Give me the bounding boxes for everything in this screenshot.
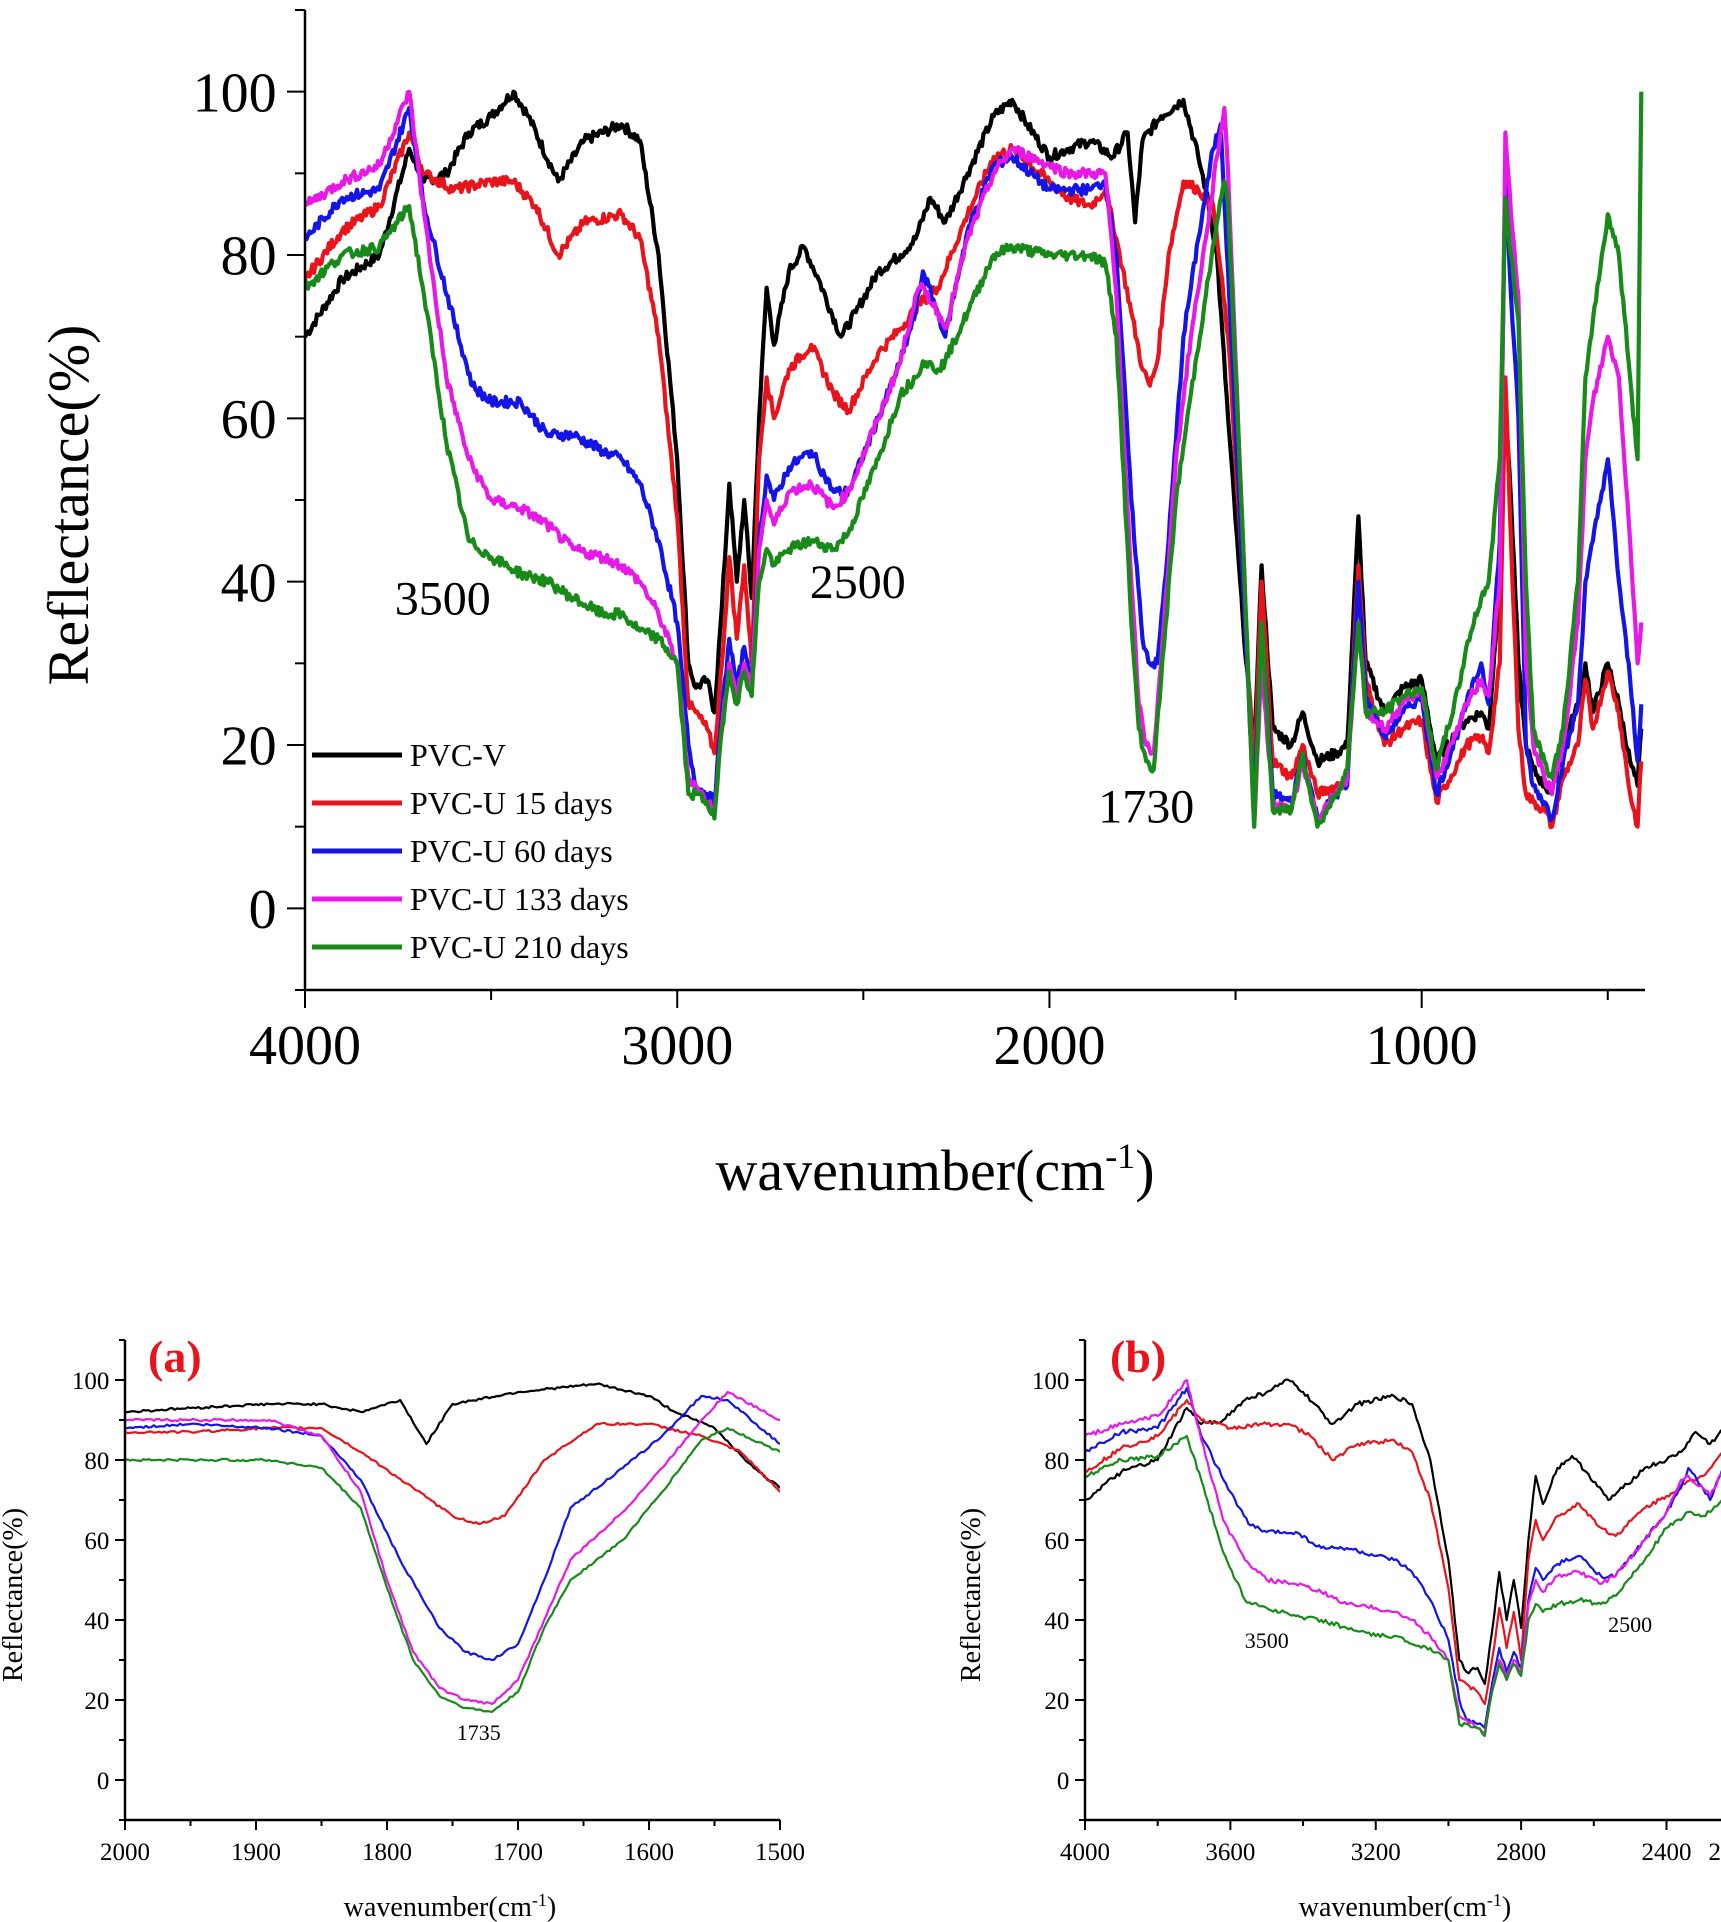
panel-b-y-axis-label: Reflectance(%) [956,1508,987,1682]
b-x-tick-label: 3600 [1205,1839,1255,1866]
legend-label-pvc-v: PVC-V [410,737,506,773]
panel-a-axes: 0 20 40 60 80 100 2000 1900 1800 1700 1600 1500 [72,1339,805,1866]
a-y-tick-label: 60 [84,1528,109,1555]
legend-label-pvc-u-133-days: PVC-U 133 days [410,881,629,917]
panel-b-annotations: 3500 2500 [1245,1612,1652,1653]
main-annotation-3500: 3500 [395,572,491,625]
main-series-pvc-u-15-days [305,130,1644,830]
b-x-tick-label: 4000 [1060,1839,1110,1866]
legend-label-pvc-u-15-days: PVC-U 15 days [410,785,613,821]
main-plot-lines [305,89,1644,830]
panel-b-axes: 0 20 40 60 80 100 4000 3600 3200 2800 2400 2 [1032,1339,1721,1866]
panel-b-label: (b) [1110,1331,1166,1382]
main-annotation-1730: 1730 [1098,781,1194,834]
a-series-pvc-u-133-days [125,1390,780,1706]
main-x-axis-label-sup: -1 [1105,1136,1135,1176]
main-annotations: 3500 2500 1730 [395,556,1194,834]
legend-label-pvc-u-60-days: PVC-U 60 days [410,833,613,869]
b-series-pvc-u-210-days [1085,1434,1721,1738]
main-y-tick-label: 100 [193,62,277,124]
b-series-pvc-u-133-days [1085,1378,1721,1734]
panel-b-x-axis-label-sup: -1 [1487,1890,1502,1910]
panel-a-label: (a) [148,1331,202,1382]
b-x-tick-label: 3200 [1351,1839,1401,1866]
a-x-tick-label: 1600 [624,1839,674,1866]
a-y-tick-label: 0 [97,1768,110,1795]
a-y-tick-label: 40 [84,1608,109,1635]
panel-a-x-axis-label-tail: ) [547,1892,556,1922]
main-axes: 0 20 40 60 80 100 4000 3000 2000 1000 [193,9,1645,1077]
a-x-tick-label: 2000 [100,1839,150,1866]
main-y-tick-label: 0 [249,879,277,941]
panel-a-x-axis-label-sup: -1 [532,1890,547,1910]
a-series-pvc-v [125,1382,780,1489]
main-annotation-2500: 2500 [810,556,906,609]
main-x-axis-label: wavenumber(cm-1) [715,1136,1154,1203]
b-x-tick-label: 2800 [1496,1839,1546,1866]
b-y-tick-label: 80 [1044,1448,1069,1475]
b-y-tick-label: 20 [1044,1688,1069,1715]
main-x-tick-label: 2000 [993,1015,1105,1077]
main-series-pvc-v [305,89,1644,797]
a-x-tick-label: 1700 [493,1839,543,1866]
panel-b-chart: 0 20 40 60 80 100 4000 3600 3200 2800 2400 2 3500 25… [956,1331,1721,1922]
a-x-tick-label: 1900 [231,1839,281,1866]
a-y-tick-label: 100 [72,1368,110,1395]
b-y-tick-label: 0 [1057,1768,1070,1795]
b-y-tick-label: 60 [1044,1528,1069,1555]
panel-b-x-axis-label-main: wavenumber(cm [1299,1892,1487,1922]
main-chart: 0 20 40 60 80 100 4000 3000 2000 1000 3500 2500 173… [36,9,1645,1203]
b-series-pvc-u-60-days [1085,1386,1721,1730]
main-x-tick-label: 3000 [621,1015,733,1077]
main-x-tick-label: 4000 [249,1015,361,1077]
b-y-tick-label: 40 [1044,1608,1069,1635]
b-y-tick-label: 100 [1032,1368,1070,1395]
panel-b-plot-lines [1085,1378,1721,1738]
main-x-axis-label-main: wavenumber(cm [715,1138,1105,1203]
panel-a-x-axis-label: wavenumber(cm-1) [344,1890,556,1922]
panel-a-chart: 0 20 40 60 80 100 2000 1900 1800 1700 1600 1500 173… [0,1331,805,1922]
b-series-pvc-v [1085,1378,1721,1686]
main-y-axis-label: Reflectance(%) [36,325,101,686]
a-y-tick-label: 20 [84,1688,109,1715]
main-x-axis-label-tail: ) [1135,1138,1154,1203]
panel-b-x-axis-label-tail: ) [1502,1892,1511,1922]
b-x-tick-label: 2400 [1641,1839,1691,1866]
panel-b-x-axis-label: wavenumber(cm-1) [1299,1890,1511,1922]
main-series-pvc-u-210-days [305,91,1644,829]
a-series-pvc-u-60-days [125,1394,780,1662]
a-x-tick-label: 1500 [755,1839,805,1866]
main-y-tick-label: 80 [221,226,277,288]
a-series-pvc-u-15-days [125,1421,780,1526]
legend-label-pvc-u-210-days: PVC-U 210 days [410,929,629,965]
a-x-tick-label: 1800 [362,1839,412,1866]
a-series-pvc-u-210-days [125,1426,780,1714]
b-annotation-2500: 2500 [1608,1612,1652,1637]
a-y-tick-label: 80 [84,1448,109,1475]
main-y-tick-label: 40 [221,552,277,614]
panel-a-y-axis-label: Reflectance(%) [0,1508,29,1682]
panel-a-annotations: 1735 [457,1720,501,1745]
a-annotation-1735: 1735 [457,1720,501,1745]
main-y-tick-label: 20 [221,716,277,778]
main-series-pvc-u-60-days [305,105,1644,823]
b-annotation-3500: 3500 [1245,1628,1289,1653]
b-x-tick-label-partial: 2 [1709,1839,1721,1866]
panel-a-plot-lines [125,1382,780,1714]
main-legend: PVC-V PVC-U 15 days PVC-U 60 days PVC-U 133… [312,737,629,965]
panel-a-x-axis-label-main: wavenumber(cm [344,1892,532,1922]
main-y-tick-label: 60 [221,389,277,451]
b-series-pvc-u-15-days [1085,1398,1721,1706]
main-x-tick-label: 1000 [1366,1015,1478,1077]
